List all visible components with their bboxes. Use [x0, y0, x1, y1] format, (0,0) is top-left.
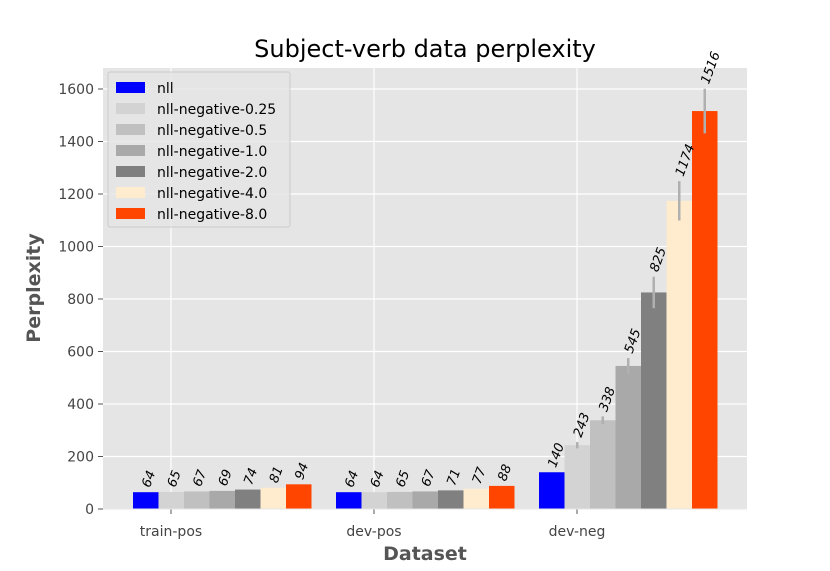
- legend-swatch: [116, 187, 145, 198]
- data-label: 67: [190, 467, 210, 488]
- y-tick-label: 600: [67, 345, 94, 361]
- legend: nll nll-negative-0.25 nll-negative-0.5 nll-…: [107, 71, 291, 228]
- bar: [158, 491, 184, 509]
- data-label: 77: [470, 465, 490, 486]
- bar: [133, 492, 159, 509]
- data-label: 69: [216, 468, 236, 489]
- x-tick-label: train-pos: [140, 524, 202, 540]
- legend-box: [107, 71, 291, 228]
- y-axis-label: Perplexity: [23, 233, 45, 343]
- y-axis-ticks: 0 200 400 600 800 1000 1200 1400 1600: [58, 82, 103, 518]
- bar: [692, 111, 718, 510]
- y-tick-label: 1000: [58, 240, 94, 256]
- chart-title: Subject-verb data perplexity: [254, 35, 596, 63]
- bar: [666, 200, 692, 509]
- bar: [235, 489, 261, 509]
- data-label: 65: [393, 469, 413, 490]
- x-tick-label: dev-neg: [549, 524, 606, 540]
- bar: [361, 492, 387, 509]
- bar: [564, 445, 590, 509]
- data-label: 81: [267, 464, 287, 485]
- bars: [133, 111, 718, 510]
- data-label: 64: [342, 469, 362, 490]
- legend-entry: nll-negative-4.0: [157, 186, 267, 202]
- bar: [209, 490, 235, 509]
- data-label: 94: [292, 461, 312, 482]
- bar: [615, 365, 641, 509]
- bar: [184, 491, 210, 509]
- data-label: 64: [139, 469, 159, 490]
- legend-entry: nll: [157, 81, 174, 97]
- bar: [489, 485, 515, 509]
- legend-swatch: [116, 124, 145, 135]
- data-label: 65: [165, 469, 185, 490]
- legend-entry: nll-negative-0.5: [157, 123, 267, 139]
- legend-swatch: [116, 208, 145, 219]
- bar: [590, 420, 616, 509]
- y-tick-label: 800: [67, 292, 94, 308]
- bar: [286, 484, 312, 509]
- y-tick-label: 1200: [58, 187, 94, 203]
- data-label: 64: [368, 469, 388, 490]
- x-tick-label: dev-pos: [346, 524, 401, 540]
- y-tick-label: 1400: [58, 135, 94, 151]
- bar: [336, 492, 362, 509]
- y-tick-label: 400: [67, 397, 94, 413]
- bar: [641, 292, 667, 509]
- legend-swatch: [116, 82, 145, 93]
- bar: [412, 491, 438, 509]
- error-bars: [576, 88, 706, 449]
- x-axis-ticks: train-pos dev-pos dev-neg: [103, 508, 747, 540]
- y-tick-label: 1600: [58, 82, 94, 98]
- y-tick-label: 0: [85, 502, 94, 518]
- legend-swatch: [116, 166, 145, 177]
- y-tick-label: 200: [67, 450, 94, 466]
- legend-entry: nll-negative-0.25: [157, 102, 276, 118]
- data-label: 88: [495, 463, 515, 484]
- bar: [260, 487, 286, 509]
- bar: [539, 472, 565, 509]
- legend-entry: nll-negative-8.0: [157, 207, 267, 223]
- data-label: 67: [419, 467, 439, 488]
- bar: [463, 488, 489, 509]
- data-label: 74: [241, 466, 261, 487]
- x-axis-label: Dataset: [383, 543, 467, 565]
- legend-entry: nll-negative-1.0: [157, 144, 267, 160]
- data-label: 71: [444, 467, 464, 488]
- legend-entry: nll-negative-2.0: [157, 165, 267, 181]
- legend-swatch: [116, 103, 145, 114]
- bar: [387, 491, 413, 509]
- bar: [438, 490, 464, 509]
- legend-swatch: [116, 145, 145, 156]
